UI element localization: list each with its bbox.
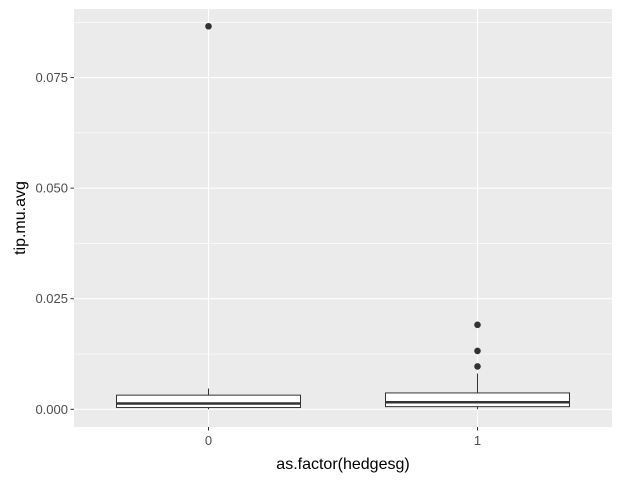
y-tick-label: 0.075 <box>35 70 68 85</box>
plot-panel <box>74 9 612 427</box>
x-tick-label: 0 <box>205 433 212 448</box>
outlier-point <box>474 347 481 355</box>
outlier-point <box>474 363 481 370</box>
y-tick-label: 0.025 <box>35 291 68 306</box>
outlier-point <box>205 22 212 30</box>
major-gridlines <box>74 9 612 427</box>
box-0 <box>116 22 301 410</box>
y-axis: 0.000 0.025 0.050 0.075 <box>35 70 74 417</box>
x-axis-title: as.factor(hedgesg) <box>276 456 409 473</box>
iqr-box <box>385 392 570 408</box>
x-tick-label: 1 <box>474 433 481 448</box>
y-tick-label: 0.000 <box>35 402 68 417</box>
box-series <box>116 22 570 410</box>
outlier-point <box>474 321 481 329</box>
minor-gridlines <box>74 21 612 355</box>
y-axis-title: tip.mu.avg <box>12 181 29 255</box>
box-1 <box>385 321 570 410</box>
iqr-box <box>116 394 301 409</box>
y-tick-label: 0.050 <box>35 181 68 196</box>
